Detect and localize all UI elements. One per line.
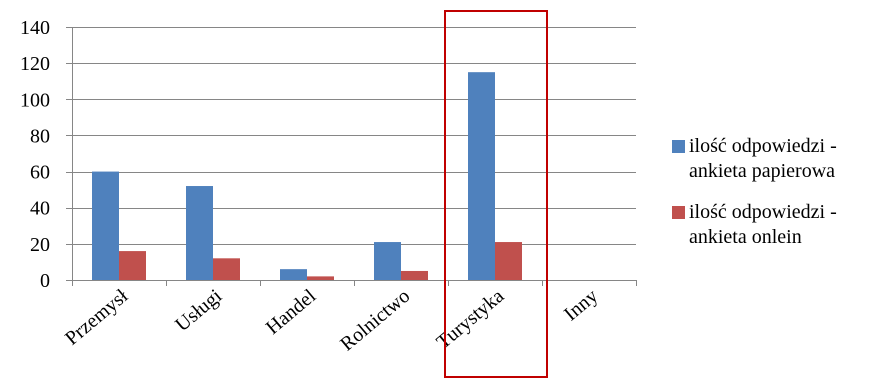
x-category-label: Przemysł (61, 285, 133, 350)
bar-paper (374, 242, 401, 280)
legend-swatch-online (672, 206, 685, 219)
axes (66, 27, 637, 286)
legend-label: ilość odpowiedzi - (689, 135, 837, 157)
y-tick-labels: 0 20 40 60 80 100 120 140 (20, 17, 50, 292)
legend: ilość odpowiedzi - ankieta papierowa ilość… (672, 135, 837, 248)
x-category-label: Rolnictwo (336, 285, 414, 355)
bar-online (495, 242, 522, 280)
x-category-label: Handel (262, 285, 321, 339)
bar-paper (92, 171, 119, 280)
x-category-label: Usługi (171, 285, 226, 336)
legend-swatch-paper (672, 140, 685, 153)
y-tick-label: 0 (40, 270, 50, 292)
y-tick-label: 140 (20, 17, 50, 39)
legend-label: ankieta papierowa (689, 160, 835, 182)
x-category-label: Turystyka (432, 285, 508, 354)
x-category-labels: Przemysł Usługi Handel Rolnictwo Turystyka In… (61, 285, 602, 356)
y-tick-label: 100 (20, 89, 50, 111)
x-category-label: Inny (560, 285, 602, 325)
y-tick-label: 60 (30, 162, 50, 184)
bar-online (401, 270, 428, 280)
bar-online (307, 276, 334, 280)
bar-paper (280, 269, 307, 280)
highlight-box (444, 10, 548, 378)
bar-online (213, 258, 240, 280)
bar-online (119, 251, 146, 280)
y-tick-label: 40 (30, 198, 50, 220)
y-tick-label: 120 (20, 53, 50, 75)
bar-paper (186, 186, 213, 280)
y-tick-label: 20 (30, 234, 50, 256)
y-tick-label: 80 (30, 125, 50, 147)
gridlines (72, 27, 636, 245)
bar-paper (468, 72, 495, 280)
legend-label: ankieta onlein (689, 226, 802, 248)
legend-label: ilość odpowiedzi - (689, 201, 837, 223)
bars (92, 72, 522, 280)
highlight-rectangle (444, 10, 548, 378)
